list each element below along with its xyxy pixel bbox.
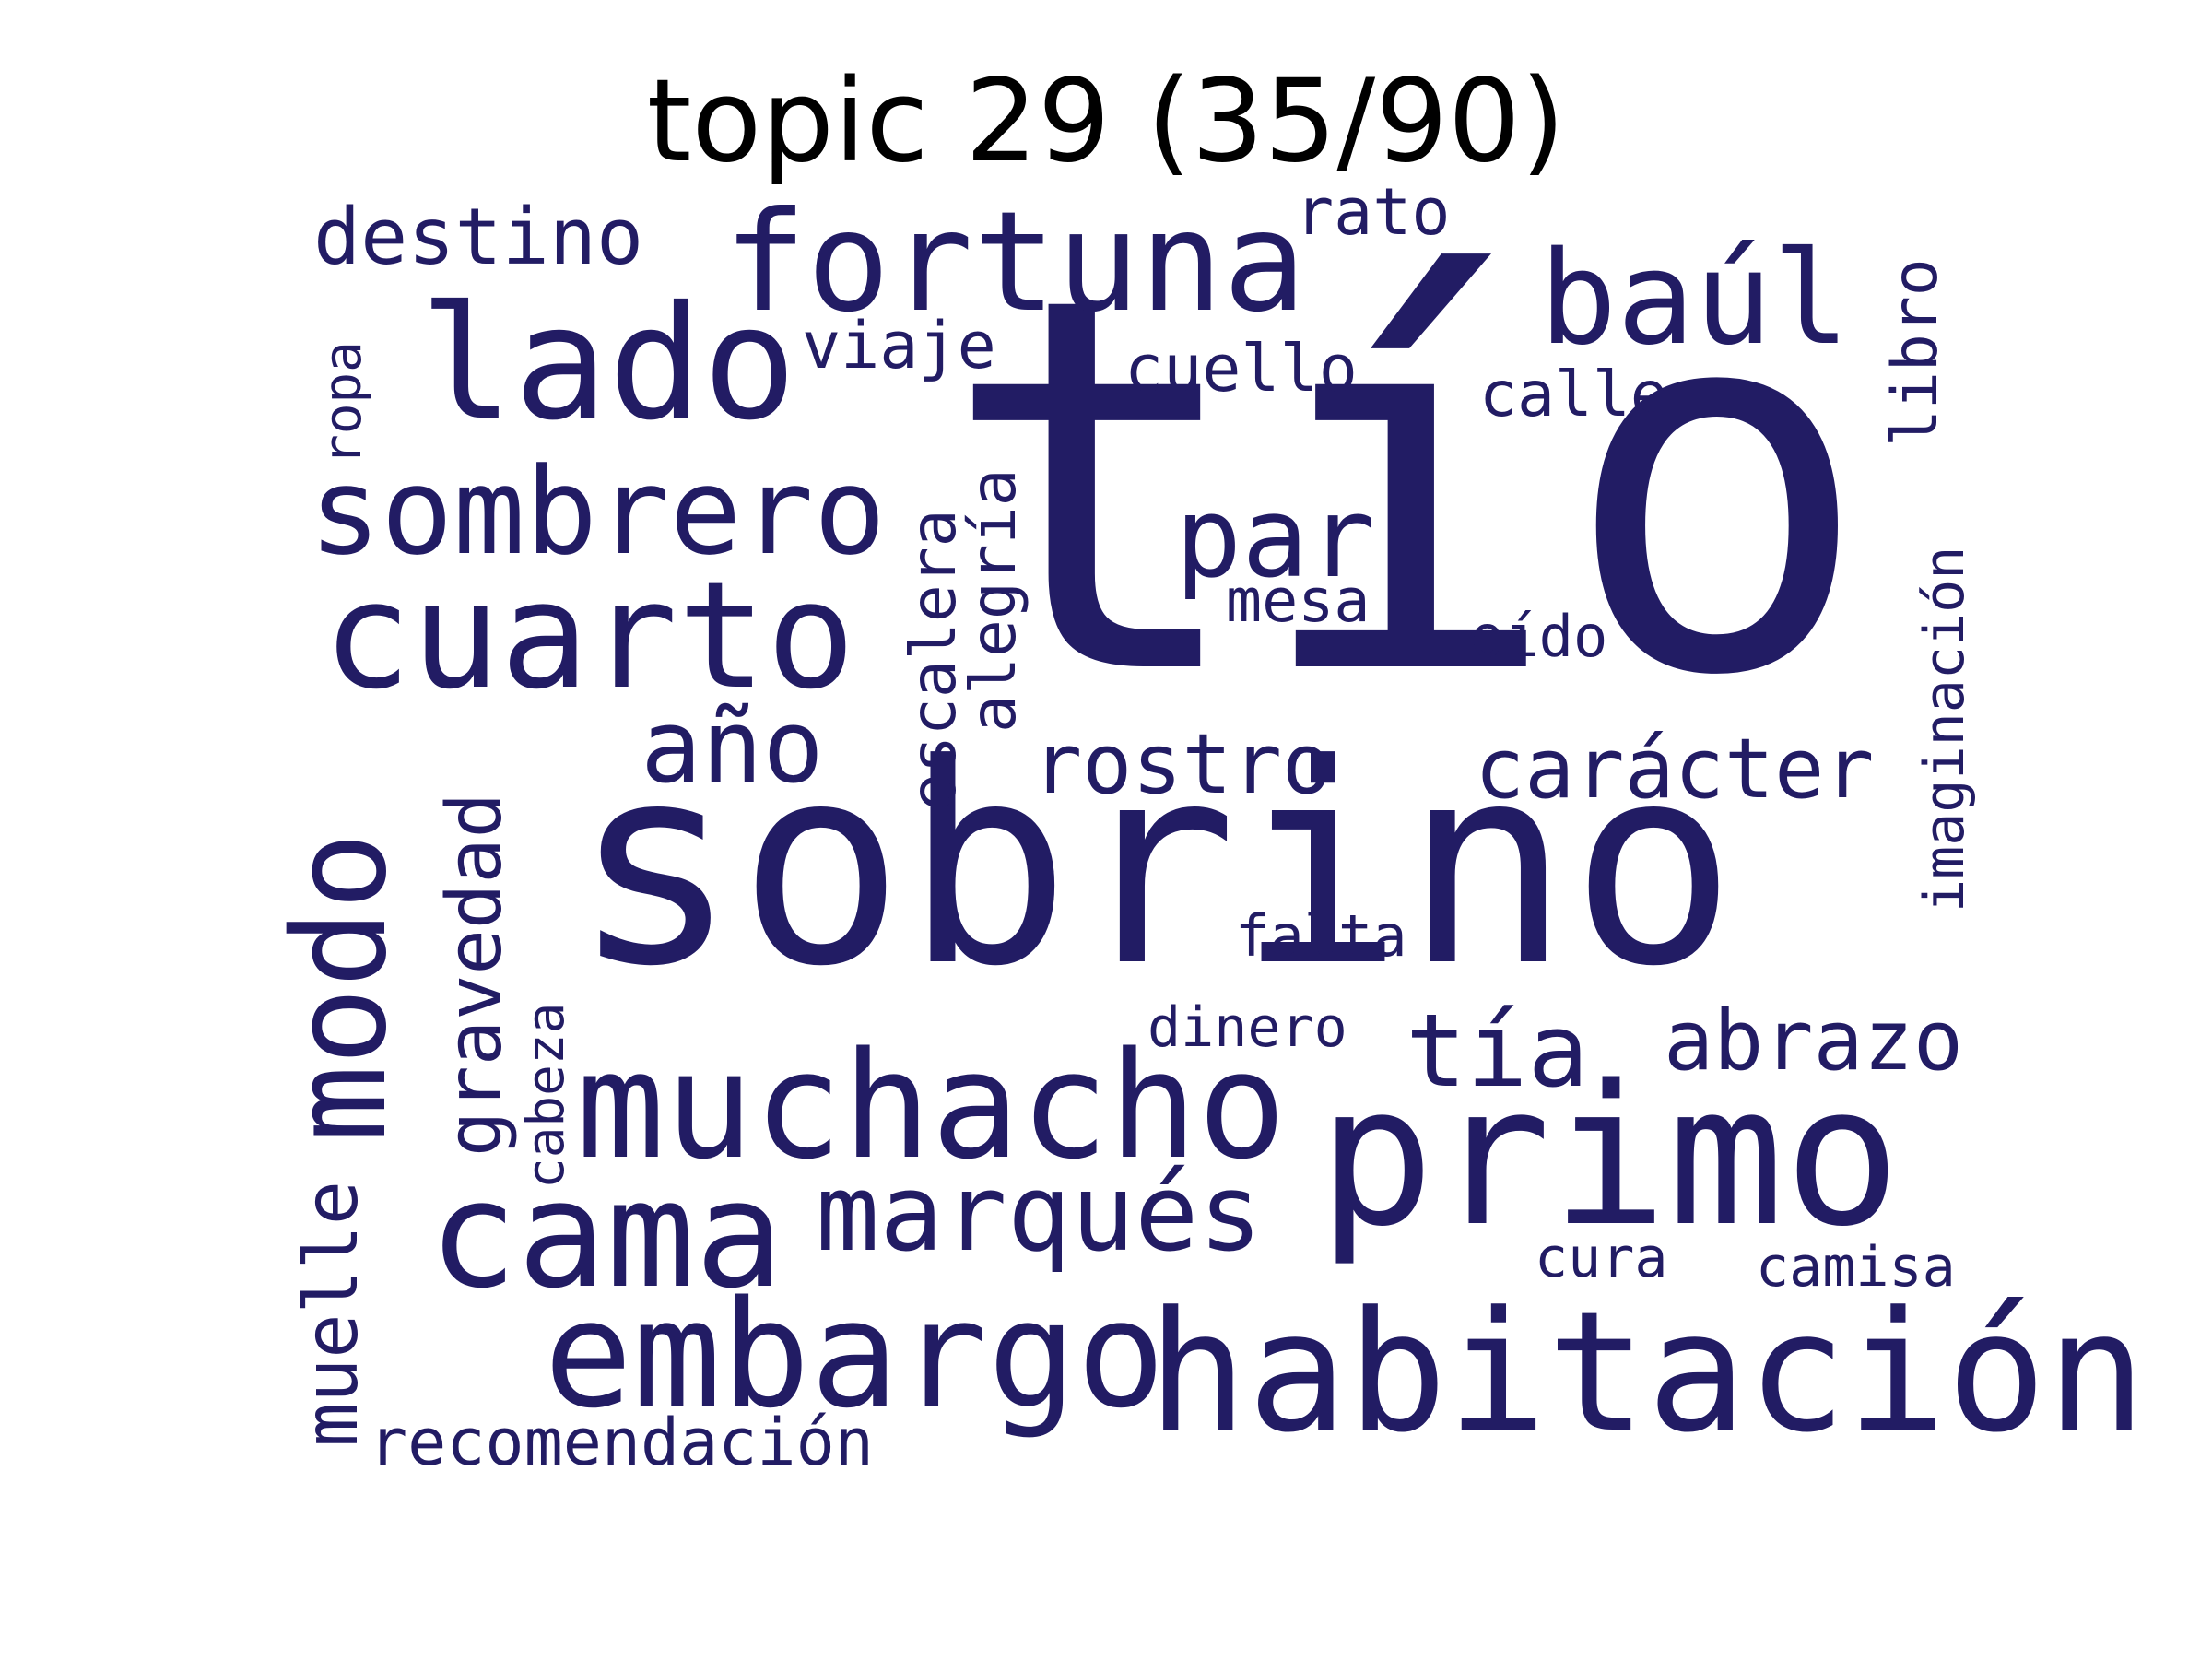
cloud-word: destino [313,192,644,283]
cloud-word: cuarto [323,549,855,722]
cloud-word: sobrino [571,705,1737,1027]
cloud-word: tío [940,188,1873,789]
cloud-word: viaje [802,308,996,383]
cloud-word: libro [1879,258,1952,447]
cloud-word: camisa [1756,1235,1956,1300]
cloud-word: año [641,688,824,806]
cloud-word: fortuna [724,182,1307,343]
figure-title: topic 29 (35/90) [646,55,1566,188]
cloud-word: cabeza [516,1002,576,1189]
cloud-word: cama [429,1148,784,1321]
cloud-word: calle [1479,359,1668,431]
cloud-word: alegría [958,468,1030,733]
cloud-word: baúl [1539,224,1851,374]
cloud-word: par [1175,475,1375,603]
cloud-word: rostro [1032,716,1333,813]
cloud-word: tía [1406,992,1589,1110]
cloud-word: modo [265,831,416,1143]
cloud-word: dinero [1147,995,1347,1060]
cloud-word: cuello [1124,331,1358,406]
cloud-word: imaginación [1912,546,1977,912]
cloud-word: lado [419,273,797,455]
cloud-word: habitación [1147,1277,2147,1469]
cloud-word: marqués [816,1152,1263,1276]
cloud-word: abrazo [1664,993,1964,1089]
cloud-word: ropa [313,341,373,465]
cloud-word: primo [1318,1043,1901,1269]
cloud-word: rato [1295,174,1451,250]
cloud-word: falta [1235,902,1407,970]
cloud-word: cura [1535,1226,1668,1290]
cloud-word: mesa [1226,567,1371,636]
cloud-word: gravedad [431,793,519,1157]
cloud-word: carácter [1475,721,1875,818]
cloud-word: muchacho [576,1019,1287,1192]
cloud-word: sombrero [309,441,887,582]
cloud-word: recomendación [369,1405,874,1480]
cloud-word: escalera [898,509,971,811]
cloud-word: muelle [288,1181,374,1447]
cloud-word: oído [1470,603,1608,670]
cloud-word: embargo [544,1268,1166,1441]
